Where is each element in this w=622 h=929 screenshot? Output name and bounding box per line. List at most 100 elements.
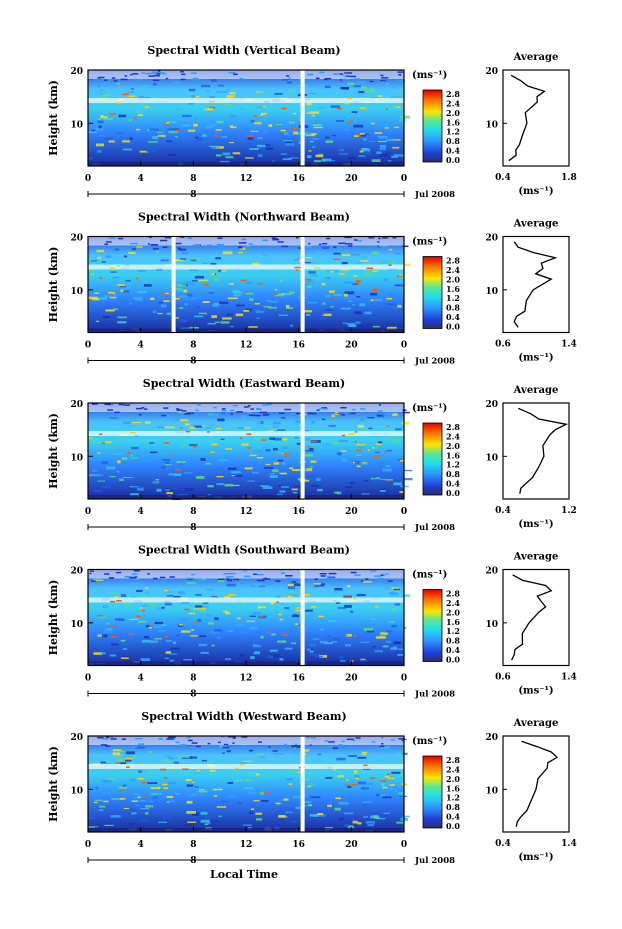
heatmap-cell xyxy=(147,782,158,784)
heatmap-cell xyxy=(138,771,148,774)
heatmap-cell xyxy=(225,448,233,450)
heatmap-cell xyxy=(354,574,361,576)
heatmap-cell xyxy=(126,452,131,454)
heatmap-cell xyxy=(152,71,161,73)
colorbar-tick-label: 0.8 xyxy=(446,303,460,313)
heatmap-cell xyxy=(380,574,384,576)
heatmap-cell xyxy=(120,762,127,765)
heatmap-cell xyxy=(250,656,255,660)
heatmap-cell xyxy=(296,607,300,609)
heatmap-cell xyxy=(337,247,341,250)
x-tick-label: 8 xyxy=(190,507,196,517)
heatmap-cell xyxy=(393,785,398,789)
x-tick-label: 0 xyxy=(401,174,407,184)
heatmap-cell xyxy=(391,96,401,99)
heatmap-cell xyxy=(353,239,358,241)
heatmap-cell xyxy=(387,326,397,330)
heatmap-cell xyxy=(215,154,222,157)
heatmap-cell xyxy=(163,407,169,409)
heatmap-cell xyxy=(242,601,246,605)
average-x-tick-label: 0.6 xyxy=(495,673,511,683)
heatmap-cell xyxy=(180,236,185,239)
heatmap-cell xyxy=(180,427,183,429)
average-x-tick-label: 1.8 xyxy=(561,173,577,183)
heatmap-cell xyxy=(284,607,290,610)
heatmap-cell xyxy=(385,152,391,155)
heatmap-cell xyxy=(92,754,98,756)
colorbar-tick-label: 0.0 xyxy=(446,655,460,665)
heatmap-cell xyxy=(332,747,339,749)
heatmap-cell xyxy=(274,450,283,452)
heatmap-cell xyxy=(270,601,274,605)
heatmap-cell xyxy=(160,466,166,469)
heatmap-cell xyxy=(379,745,385,748)
heatmap-cell xyxy=(216,259,222,262)
heatmap-cell xyxy=(281,438,288,441)
heatmap-cell xyxy=(118,786,128,789)
heatmap-cell xyxy=(150,244,158,246)
heatmap-cell xyxy=(174,469,181,471)
heatmap-cell xyxy=(401,245,409,248)
heatmap-cell xyxy=(165,651,171,654)
heatmap-cell xyxy=(397,654,405,656)
average-x-axis-label: (ms⁻¹) xyxy=(518,686,553,697)
average-frame xyxy=(502,402,570,500)
heatmap-cell xyxy=(370,88,374,92)
heatmap-cell xyxy=(109,113,117,115)
date-day-label: 8 xyxy=(190,856,196,866)
heatmap-cell xyxy=(325,136,330,139)
heatmap-cell xyxy=(118,237,124,240)
heatmap-cell xyxy=(98,135,106,137)
heatmap-cell xyxy=(121,738,127,740)
heatmap-cell xyxy=(139,800,147,802)
heatmap-cell xyxy=(375,636,386,639)
heatmap-cell xyxy=(278,314,289,317)
heatmap-cell xyxy=(369,618,376,621)
heatmap-cell xyxy=(205,90,211,92)
heatmap-cell xyxy=(359,133,365,135)
heatmap-cell xyxy=(354,460,360,464)
heatmap-cell xyxy=(334,807,341,811)
colorbar-tick-label: 2.8 xyxy=(446,256,460,266)
heatmap-cell xyxy=(344,72,352,74)
heatmap-cell xyxy=(361,148,371,152)
heatmap-cell xyxy=(264,791,270,794)
heatmap-cell xyxy=(375,817,386,820)
heatmap-cell xyxy=(365,90,375,93)
heatmap-cell xyxy=(308,242,311,245)
heatmap-cell xyxy=(186,736,192,739)
heatmap-cell xyxy=(218,458,223,462)
colorbar-tick-label: 0.4 xyxy=(446,312,460,322)
heatmap-cell xyxy=(134,576,138,578)
heatmap-cell xyxy=(114,411,120,414)
heatmap-cell xyxy=(176,409,183,411)
heatmap-cell xyxy=(296,442,302,445)
heatmap-cell xyxy=(339,273,345,275)
heatmap-cell xyxy=(328,619,337,623)
heatmap-cell xyxy=(137,777,144,780)
panel-1: Spectral Width (Vertical Beam)2010Height… xyxy=(47,44,577,200)
y-tick-label: 10 xyxy=(70,620,83,630)
heatmap-cell xyxy=(348,433,355,435)
heatmap-cell xyxy=(209,96,216,99)
heatmap-cell xyxy=(132,793,139,795)
heatmap-cell xyxy=(307,73,314,76)
heatmap-cell xyxy=(322,243,328,245)
heatmap-cell xyxy=(140,807,150,810)
heatmap-cell xyxy=(386,449,393,452)
x-tick-label: 0 xyxy=(85,674,91,684)
heatmap-cell xyxy=(196,313,206,316)
colorbar xyxy=(422,89,443,163)
heatmap-cell xyxy=(109,600,116,603)
heatmap-cell xyxy=(207,742,211,745)
heatmap-cell xyxy=(155,250,159,253)
heatmap-cell xyxy=(209,769,217,772)
heatmap-cell xyxy=(381,746,390,749)
heatmap-cell xyxy=(249,615,256,617)
heatmap-cell xyxy=(131,583,137,585)
heatmap-cell xyxy=(312,79,315,81)
heatmap-cell xyxy=(210,120,214,122)
heatmap-cell xyxy=(198,790,208,793)
heatmap-cell xyxy=(239,247,246,250)
heatmap-cell xyxy=(131,247,136,250)
